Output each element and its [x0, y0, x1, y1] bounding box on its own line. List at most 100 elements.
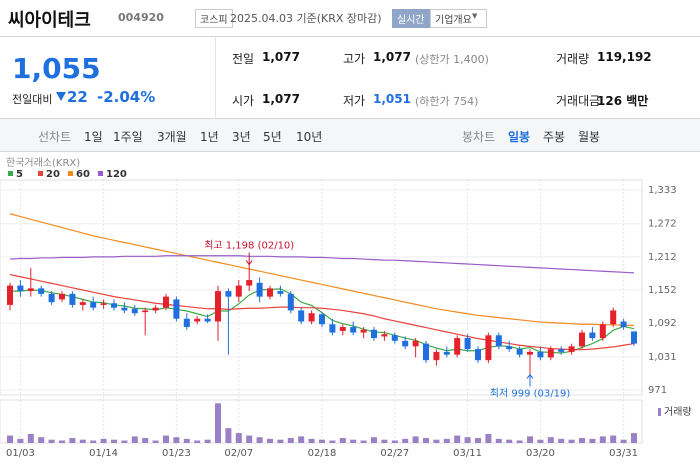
volume-bar: [339, 438, 346, 443]
volume-bar: [256, 437, 263, 443]
candle-body: [391, 335, 398, 341]
volume-bar: [568, 439, 575, 443]
candle-body: [485, 335, 492, 361]
candle-body: [308, 313, 315, 322]
volume-bar: [631, 433, 637, 443]
x-tick-label: 02/18: [308, 448, 337, 459]
tab[interactable]: 주봉: [543, 130, 566, 144]
volume-bar: [17, 438, 24, 443]
tab[interactable]: 3년: [232, 130, 251, 144]
volume-bar: [111, 439, 117, 443]
volume-label: 거래량: [664, 406, 692, 418]
candle-body: [360, 329, 367, 333]
volume-bar: [350, 439, 357, 443]
candle-body: [287, 293, 294, 311]
volume-bar: [121, 440, 128, 443]
annotation-arrowhead: [526, 373, 534, 379]
y-tick-label: 1,212: [648, 252, 677, 263]
candle-body: [464, 338, 471, 350]
volume-bar: [173, 437, 180, 443]
candle-body: [48, 293, 55, 303]
candle-body: [142, 310, 149, 313]
candle-body: [204, 318, 211, 322]
candle-body: [433, 351, 440, 361]
x-tick-label: 03/20: [526, 448, 555, 459]
volume-bar: [27, 433, 34, 443]
tab[interactable]: 5년: [263, 130, 282, 144]
candle-body: [183, 318, 190, 328]
tab[interactable]: 1일: [84, 130, 103, 144]
company-info-button[interactable]: 기업개요: [430, 9, 487, 28]
volume-bar: [152, 440, 159, 443]
tab[interactable]: 3개월: [157, 130, 187, 144]
date: 2025.04.03 기준(KRX 장마감): [230, 12, 382, 25]
candle-body: [537, 351, 544, 358]
field-value: 1,077: [373, 50, 411, 64]
candle-body: [100, 303, 107, 305]
volume-bar: [599, 436, 606, 443]
annotation: 최고 1,198 (02/10): [204, 240, 294, 252]
volume-bar: [308, 438, 315, 443]
candle-body: [27, 288, 34, 292]
volume-bar: [579, 438, 585, 443]
tab[interactable]: 월봉: [578, 130, 601, 144]
volume-bar: [381, 439, 388, 443]
legend-label: 120: [106, 169, 127, 180]
y-tick-label: 1,272: [648, 219, 677, 230]
tab[interactable]: 1년: [200, 130, 219, 144]
volume-bar: [142, 438, 149, 443]
candle-body: [579, 332, 585, 347]
volume-bar: [495, 438, 502, 443]
legend-swatch: [8, 171, 13, 176]
candle-body: [17, 285, 24, 292]
market-badge: 코스피: [195, 9, 233, 28]
candle-body: [267, 288, 273, 297]
candle-body: [371, 329, 377, 339]
y-tick-label: 1,031: [648, 352, 677, 363]
legend-swatch: [38, 171, 43, 176]
candle-body: [547, 349, 554, 358]
candle-body: [59, 293, 65, 300]
divider: [0, 36, 700, 37]
tab: 선차트: [38, 130, 72, 144]
change-label: 전일대비: [12, 93, 53, 106]
volume-bar: [475, 438, 481, 443]
y-tick-label: 971: [648, 385, 667, 396]
volume-bar: [225, 428, 232, 443]
stock-name: 씨아이테크: [8, 10, 91, 31]
tab[interactable]: 1주일: [113, 130, 143, 144]
candle-body: [79, 302, 86, 305]
y-tick-label: 1,333: [648, 185, 677, 196]
candle-body: [610, 310, 617, 325]
down-arrow: [56, 92, 66, 101]
volume-bar: [100, 438, 107, 443]
field-label: 거래대금: [556, 94, 601, 108]
candle-body: [69, 293, 76, 305]
tab[interactable]: 10년: [296, 130, 323, 144]
candle-body: [558, 349, 565, 352]
volume-bar: [319, 439, 325, 443]
candle-body: [194, 318, 201, 322]
field-value: 119,192: [597, 50, 652, 64]
candle-body: [38, 288, 45, 294]
y-tick-label: 1,092: [648, 318, 677, 329]
realtime-button[interactable]: 실시간: [392, 9, 430, 28]
dropdown-icon: ▼: [472, 12, 478, 20]
volume-bar: [589, 438, 596, 443]
volume-swatch: [658, 408, 661, 416]
ma-line: [9, 255, 635, 274]
annotation-arrowhead: [245, 260, 253, 266]
ma-line: [9, 213, 634, 326]
ma-line: [9, 273, 635, 351]
candle-body: [329, 324, 336, 333]
plot-border: [0, 179, 643, 396]
candle-body: [381, 334, 388, 337]
volume-bar: [131, 436, 138, 443]
chart: 한국거래소(KRX)5 20 60 120 1,333 1,272 1,212 1,152 1,…: [0, 157, 692, 459]
divider: [215, 37, 216, 117]
tab[interactable]: 일봉: [508, 130, 531, 144]
candle-body: [163, 296, 169, 308]
volume-bar: [558, 438, 565, 443]
change: 22: [67, 88, 88, 106]
